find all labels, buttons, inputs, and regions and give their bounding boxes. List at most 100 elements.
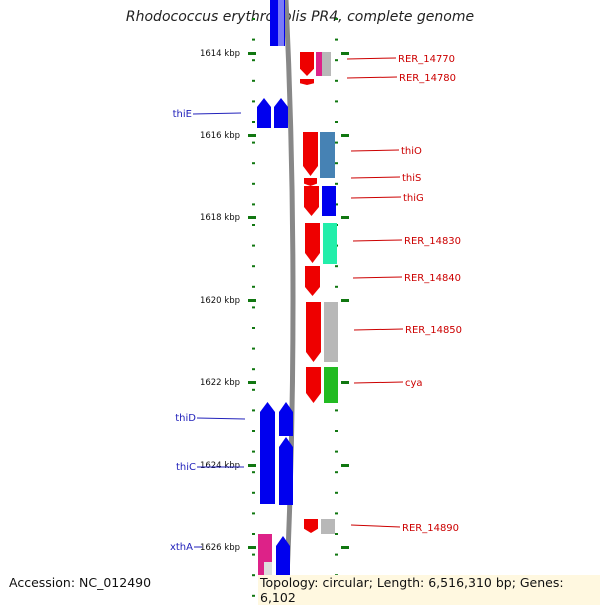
minor-tick <box>252 141 255 144</box>
minor-tick <box>252 224 255 226</box>
label-leader-line <box>350 176 401 179</box>
major-tick <box>341 464 349 467</box>
minor-tick <box>252 203 255 206</box>
minor-tick <box>252 327 255 329</box>
gene-label-thio: thiO <box>401 146 422 157</box>
gene-arrow <box>306 367 321 403</box>
minor-tick <box>252 574 255 577</box>
minor-tick <box>335 203 338 206</box>
minor-tick <box>335 59 338 62</box>
minor-tick <box>252 388 255 391</box>
gene-label-rer_14780: RER_14780 <box>399 73 456 84</box>
gene-arrow <box>303 132 318 176</box>
minor-tick <box>335 121 338 123</box>
major-tick <box>248 381 256 384</box>
gene-arrow <box>304 519 318 533</box>
minor-tick <box>252 79 255 82</box>
gene-box <box>321 519 335 534</box>
major-tick <box>341 216 349 219</box>
minor-tick <box>252 100 255 103</box>
minor-tick <box>252 306 255 309</box>
label-leader-line <box>350 196 402 199</box>
gene-arrow <box>306 302 321 362</box>
minor-tick <box>252 471 255 474</box>
minor-tick <box>335 38 338 41</box>
minor-tick <box>252 162 255 165</box>
gene-arrow <box>279 402 293 436</box>
minor-tick <box>335 553 338 556</box>
kbp-label: 1622 kbp <box>200 378 240 388</box>
minor-tick <box>335 512 338 515</box>
minor-tick <box>252 533 255 535</box>
minor-tick <box>335 430 338 432</box>
major-tick <box>248 546 256 549</box>
minor-tick <box>252 121 255 123</box>
major-tick <box>341 299 349 302</box>
label-leader-line <box>346 76 398 79</box>
tick-marks: 1614 kbp 1616 kbp 1618 kbp 1620 kbp 1622 kbp… <box>200 18 349 597</box>
label-leader-line <box>353 381 404 384</box>
gene-shade <box>278 0 284 46</box>
minor-tick <box>252 347 255 350</box>
minor-tick <box>252 491 255 494</box>
minor-tick <box>335 471 338 474</box>
gene-arrow <box>305 266 320 296</box>
gene-label-xtha: xthA <box>170 542 193 553</box>
minor-tick <box>252 285 255 288</box>
gene-label-thig: thiG <box>403 193 424 204</box>
minor-tick <box>252 450 255 453</box>
kbp-label: 1616 kbp <box>200 131 240 141</box>
kbp-label: 1626 kbp <box>200 543 240 553</box>
minor-tick <box>252 409 255 412</box>
gene-arrow <box>300 52 314 76</box>
minor-tick <box>252 18 255 20</box>
minor-tick <box>335 265 338 268</box>
major-tick <box>248 464 256 467</box>
minor-tick <box>335 182 338 185</box>
accession-text: Accession: NC_012490 <box>9 575 152 590</box>
major-tick <box>248 52 256 55</box>
gene-box <box>324 367 338 403</box>
label-leader-line <box>353 328 404 331</box>
major-tick <box>341 546 349 549</box>
label-leader-line <box>192 112 242 115</box>
gene-box <box>322 186 336 216</box>
gene-arrow <box>274 98 288 128</box>
major-tick <box>248 299 256 302</box>
kbp-label: 1620 kbp <box>200 296 240 306</box>
minor-tick <box>252 430 255 432</box>
major-tick <box>248 134 256 137</box>
minor-tick <box>252 368 255 371</box>
major-tick <box>248 216 256 219</box>
label-leader-line <box>346 57 397 60</box>
topology-text: Topology: circular; Length: 6,516,310 bp… <box>258 575 600 605</box>
kbp-label: 1614 kbp <box>200 49 240 59</box>
minor-tick <box>252 244 255 247</box>
minor-tick <box>335 79 338 82</box>
minor-tick <box>252 553 255 556</box>
gene-arrow <box>257 98 271 128</box>
label-leader-line <box>350 149 400 152</box>
label-leader-line <box>352 276 403 279</box>
minor-tick <box>335 18 338 20</box>
gene-box <box>323 223 337 264</box>
gene-label-thid: thiD <box>175 413 196 424</box>
minor-tick <box>335 100 338 103</box>
major-tick <box>341 381 349 384</box>
minor-tick <box>252 265 255 268</box>
kbp-label: 1618 kbp <box>200 213 240 223</box>
gene-arrow <box>279 437 293 505</box>
label-lines <box>192 57 404 548</box>
gene-arrow <box>300 79 314 85</box>
label-leader-line <box>352 239 403 242</box>
genome-backbone <box>283 0 296 600</box>
gene-label-rer_14850: RER_14850 <box>405 325 462 336</box>
minor-tick <box>335 491 338 494</box>
gene-label-rer_14890: RER_14890 <box>402 523 459 534</box>
gene-label-rer_14840: RER_14840 <box>404 273 461 284</box>
minor-tick <box>252 512 255 515</box>
minor-tick <box>252 38 255 41</box>
gene-label-thie: thiE <box>173 109 192 120</box>
gene-arrow <box>260 402 275 504</box>
